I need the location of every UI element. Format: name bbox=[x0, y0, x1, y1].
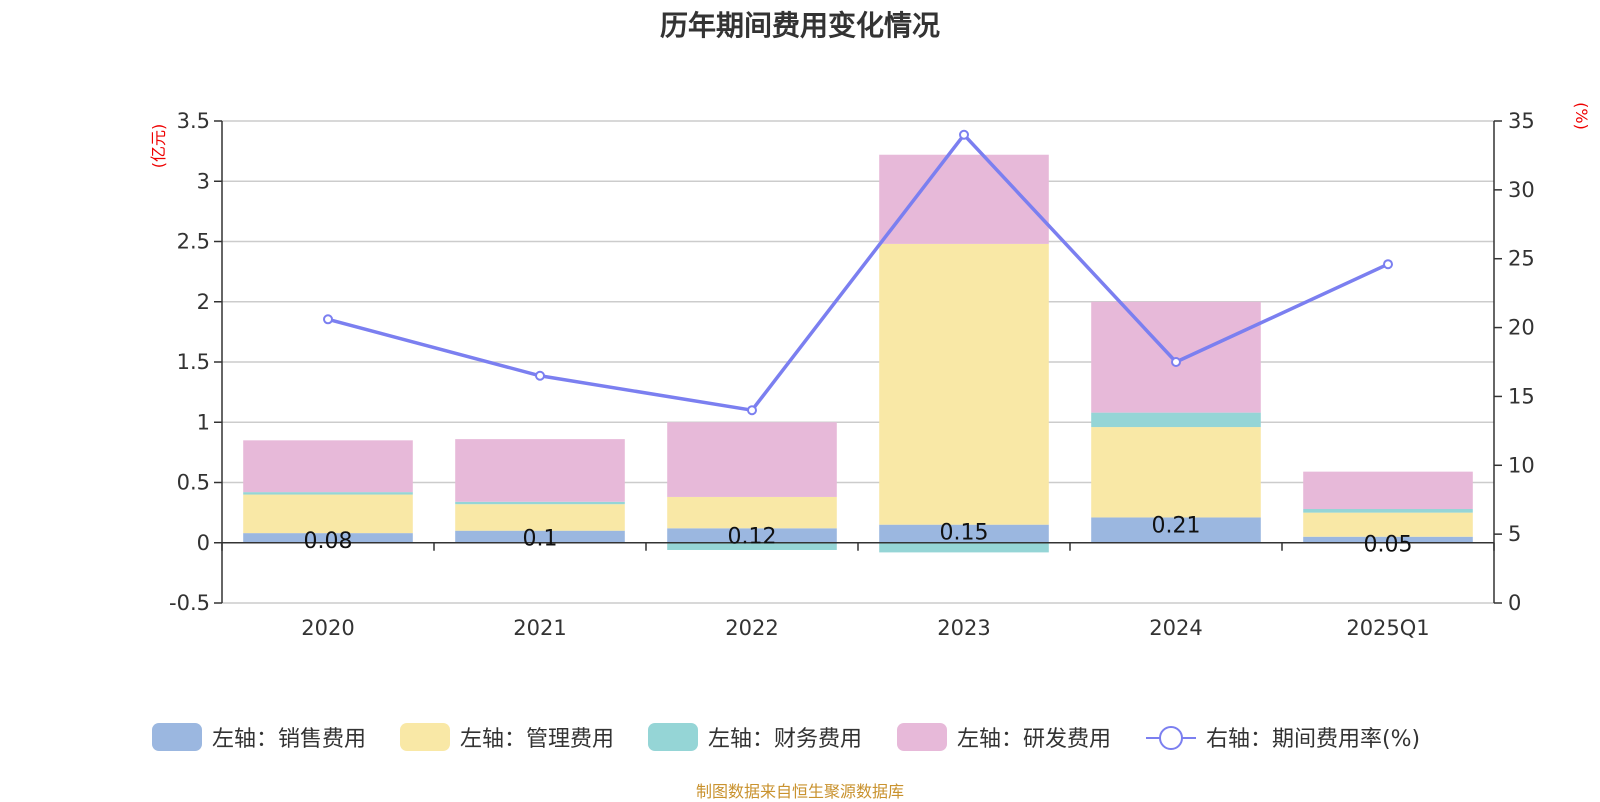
sales-data-label: 0.1 bbox=[523, 527, 558, 552]
legend-swatch bbox=[400, 723, 450, 751]
source-note: 制图数据来自恒生聚源数据库 bbox=[695, 782, 904, 801]
rate-series-line bbox=[327, 133, 1389, 412]
left-axis-tick-label: 2.5 bbox=[177, 230, 210, 254]
sales-data-label: 0.21 bbox=[1152, 513, 1201, 538]
left-axis-tick-label: 2 bbox=[197, 290, 210, 314]
bar-segment bbox=[879, 154, 1049, 244]
sales-data-label: 0.12 bbox=[728, 524, 777, 549]
right-axis-tick-label: 20 bbox=[1508, 316, 1535, 340]
sales-data-label: 0.15 bbox=[940, 521, 989, 546]
chart-title: 历年期间费用变化情况 bbox=[659, 9, 940, 42]
bar-segment bbox=[879, 524, 1049, 543]
x-axis-tick-label: 2020 bbox=[301, 616, 354, 640]
legend-marker bbox=[1159, 726, 1183, 750]
data-labels: 0.08 0.1 0.12 0.15 0.21 0.05 bbox=[304, 513, 1413, 557]
right-axis-tick-label: 5 bbox=[1508, 522, 1521, 546]
bar-segment bbox=[455, 501, 625, 505]
bar-segment bbox=[1091, 412, 1261, 428]
grid-lines bbox=[222, 120, 1494, 604]
bars bbox=[243, 154, 1473, 553]
legend-label: 左轴：销售费用 bbox=[212, 727, 366, 752]
legend: 左轴：销售费用 左轴：管理费用 左轴：财务费用 左轴：研发费用 右轴：期间费用率(%) bbox=[152, 723, 1420, 752]
right-axis-unit: (%) bbox=[1572, 102, 1591, 130]
legend-label: 右轴：期间费用率(%) bbox=[1206, 727, 1420, 752]
bar-segment bbox=[243, 492, 413, 495]
bar-segment bbox=[1303, 471, 1473, 510]
rate-point bbox=[535, 370, 545, 381]
bar-segment bbox=[667, 528, 837, 543]
bar-segment bbox=[1091, 517, 1261, 543]
left-axis-tick-label: 3.5 bbox=[177, 109, 210, 133]
legend-swatch bbox=[897, 723, 947, 751]
x-axis-tick-label: 2025Q1 bbox=[1346, 616, 1429, 640]
legend-label: 左轴：管理费用 bbox=[460, 727, 614, 752]
right-axis-tick-label: 35 bbox=[1508, 109, 1535, 133]
axes: 3.5 3 2.5 2 1.5 1 0.5 0 -0.5 35 30 25 20 15 10 5 0 (亿元) (%… bbox=[149, 102, 1591, 640]
bar-segment bbox=[243, 533, 413, 543]
rate-point bbox=[323, 314, 333, 325]
right-axis-tick-label: 10 bbox=[1508, 453, 1535, 477]
sales-data-label: 0.08 bbox=[304, 529, 353, 554]
right-axis-tick-label: 25 bbox=[1508, 247, 1535, 271]
rate-point bbox=[747, 405, 757, 416]
left-axis-unit: (亿元) bbox=[149, 124, 168, 169]
x-axis-tick-label: 2023 bbox=[937, 616, 990, 640]
rate-point bbox=[959, 129, 969, 140]
bar-segment bbox=[1303, 512, 1473, 537]
bar-segment bbox=[667, 542, 837, 550]
left-axis-tick-label: 0 bbox=[197, 531, 210, 555]
rate-point bbox=[1171, 357, 1181, 367]
x-axis-tick-label: 2021 bbox=[513, 616, 566, 640]
bar-segment bbox=[243, 494, 413, 534]
sales-data-label: 0.05 bbox=[1364, 533, 1413, 558]
bar-segment bbox=[243, 440, 413, 493]
bar-segment bbox=[1091, 427, 1261, 518]
legend-swatch bbox=[152, 723, 202, 751]
bar-segment bbox=[667, 422, 837, 497]
left-axis-tick-label: 1 bbox=[197, 410, 210, 434]
bar-segment bbox=[667, 496, 837, 529]
left-axis-tick-label: 1.5 bbox=[177, 350, 210, 374]
left-axis-tick-label: 0.5 bbox=[177, 471, 210, 495]
left-axis-tick-label: -0.5 bbox=[169, 591, 210, 615]
right-axis-tick-label: 15 bbox=[1508, 384, 1535, 408]
rate-point bbox=[1383, 259, 1393, 270]
bar-segment bbox=[1303, 509, 1473, 513]
bar-segment bbox=[455, 439, 625, 502]
left-axis-tick-label: 3 bbox=[197, 169, 210, 193]
legend-label: 左轴：研发费用 bbox=[957, 727, 1111, 752]
bar-segment bbox=[879, 243, 1049, 525]
bar-segment bbox=[455, 504, 625, 531]
right-axis-tick-label: 30 bbox=[1508, 178, 1535, 202]
legend-swatch bbox=[648, 723, 698, 751]
legend-label: 左轴：财务费用 bbox=[708, 727, 862, 752]
x-axis-tick-label: 2024 bbox=[1149, 616, 1202, 640]
x-axis-tick-label: 2022 bbox=[725, 616, 778, 640]
rate-line bbox=[323, 129, 1393, 416]
bar-segment bbox=[879, 542, 1049, 553]
bar-segment bbox=[1303, 536, 1473, 543]
right-axis-tick-label: 0 bbox=[1508, 591, 1521, 615]
bar-segment bbox=[455, 530, 625, 543]
